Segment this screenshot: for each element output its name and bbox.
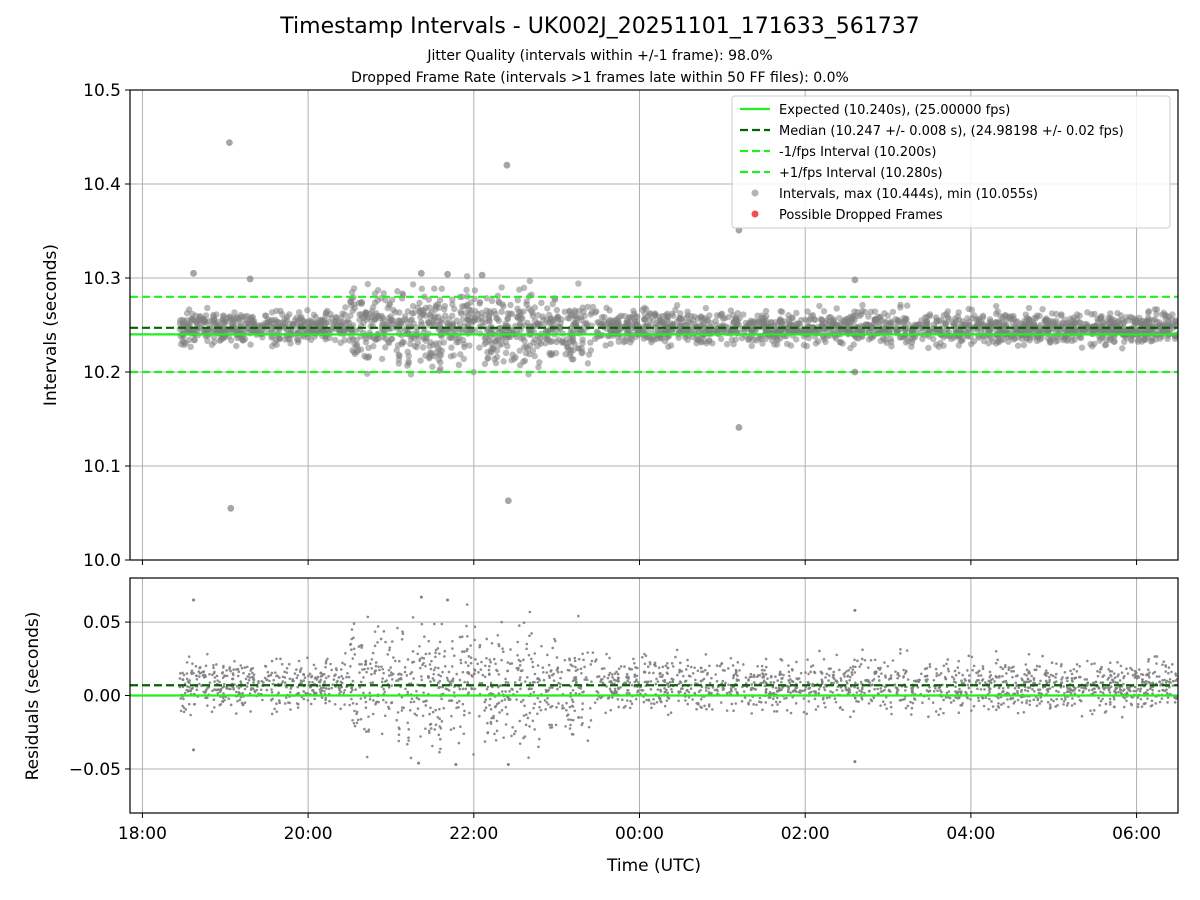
- interval-outlier-point: [246, 275, 254, 283]
- legend-label: Expected (10.240s), (25.00000 fps): [779, 103, 1010, 118]
- x-axis-label: Time (UTC): [606, 856, 701, 876]
- x-tick-label: 20:00: [284, 824, 333, 844]
- top-y-axis-label: Intervals (seconds): [41, 244, 61, 406]
- x-tick-label: 22:00: [449, 824, 498, 844]
- residual-outlier-point: [192, 598, 196, 602]
- interval-outlier-point: [851, 368, 859, 376]
- interval-outlier-point: [227, 504, 235, 512]
- bottom-y-tick-label: 0.05: [83, 613, 121, 633]
- x-tick-label: 06:00: [1112, 824, 1161, 844]
- bottom-y-tick-label: −0.05: [69, 760, 121, 780]
- interval-outlier-point: [444, 270, 451, 278]
- legend-label: Median (10.247 +/- 0.008 s), (24.98198 +…: [779, 124, 1124, 139]
- residual-outlier-point: [419, 595, 423, 599]
- residual-outlier-point: [446, 598, 450, 602]
- top-y-tick-label: 10.1: [83, 457, 121, 477]
- legend-intervals-swatch: [751, 189, 759, 197]
- outlier-points: [190, 139, 859, 767]
- top-y-tick-label: 10.2: [83, 363, 121, 383]
- legend-label: +1/fps Interval (10.280s): [779, 166, 943, 181]
- top-axes-frame: [129, 89, 1179, 561]
- legend: Expected (10.240s), (25.00000 fps) Median…: [731, 95, 1171, 229]
- top-y-tick-label: 10.3: [83, 269, 121, 289]
- residual-outlier-point: [228, 394, 231, 397]
- bottom-scatter-band: [178, 603, 1178, 760]
- interval-outlier-point: [226, 139, 233, 147]
- interval-outlier-point: [190, 269, 197, 277]
- chart-title: Timestamp Intervals - UK002J_20251101_17…: [280, 14, 920, 39]
- chart-subtitle-dropped: Dropped Frame Rate (intervals >1 frames …: [351, 70, 849, 86]
- x-tick-label: 00:00: [615, 824, 664, 844]
- interval-outlier-point: [851, 276, 859, 284]
- bottom-outliers: [192, 394, 857, 767]
- residual-outlier-point: [506, 763, 510, 767]
- legend-dropped-swatch: [751, 210, 759, 218]
- residual-outlier-point: [192, 748, 196, 752]
- x-tick-label: 02:00: [781, 824, 830, 844]
- top-y-tick-label: 10.4: [83, 175, 121, 195]
- bottom-y-tick-label: 0.00: [83, 687, 121, 707]
- legend-label: Intervals, max (10.444s), min (10.055s): [779, 187, 1038, 202]
- top-y-tick-label: 10.5: [83, 81, 121, 101]
- interval-outlier-point: [504, 497, 512, 505]
- interval-outlier-point: [417, 269, 425, 277]
- top-outliers: [190, 139, 859, 512]
- chart-subtitle-jitter: Jitter Quality (intervals within +/-1 fr…: [427, 48, 773, 64]
- axis-ticks: 18:00 20:00 22:00 00:00 02:00 04:00 06:00 10.0 1…: [69, 81, 1161, 844]
- x-tick-label: 18:00: [118, 824, 167, 844]
- reference-lines: [130, 295, 1178, 697]
- interval-outlier-point: [478, 271, 486, 279]
- x-tick-label: 04:00: [946, 824, 995, 844]
- bottom-y-axis-label: Residuals (seconds): [23, 612, 43, 781]
- residual-outlier-point: [454, 763, 458, 767]
- top-scatter-band: [176, 272, 1178, 378]
- interval-outlier-point: [735, 424, 743, 431]
- interval-outlier-point: [503, 161, 511, 169]
- top-y-tick-label: 10.0: [83, 551, 121, 571]
- residual-outlier-point: [853, 608, 857, 612]
- residual-outlier-point: [853, 760, 857, 764]
- legend-label: -1/fps Interval (10.200s): [779, 145, 936, 160]
- residual-outlier-point: [417, 761, 421, 765]
- legend-label: Possible Dropped Frames: [779, 208, 943, 223]
